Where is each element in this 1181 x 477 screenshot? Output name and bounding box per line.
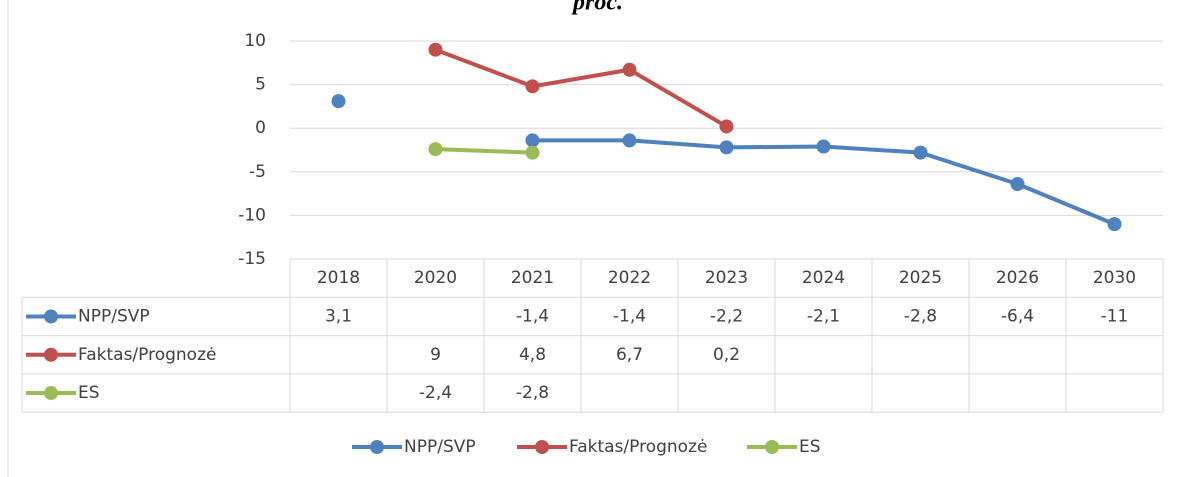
data-point [1107, 217, 1122, 232]
data-point [525, 79, 540, 94]
y-tick-label: 5 [255, 75, 266, 95]
x-tick-label: 2020 [414, 268, 457, 288]
y-tick-label: 0 [255, 118, 266, 138]
series-line [435, 147, 533, 155]
y-tick-label: -10 [238, 205, 266, 225]
data-point [816, 139, 831, 154]
x-tick-label: 2026 [996, 268, 1039, 288]
table-cell: 6,7 [616, 345, 643, 365]
data-point [331, 94, 346, 109]
legend-label: Faktas/Prognozė [569, 437, 707, 457]
data-point [719, 119, 734, 134]
legend-marker [44, 347, 58, 362]
chart-title: proc. [571, 0, 623, 16]
x-tick-label: 2025 [899, 268, 942, 288]
legend-marker [765, 440, 779, 454]
table-cell: -1,4 [516, 306, 549, 326]
legend-label: ES [799, 437, 821, 457]
series-line [434, 47, 728, 129]
legend-marker [44, 386, 58, 401]
data-point [525, 133, 540, 148]
table-cell: -11 [1101, 306, 1129, 326]
table-cell: 0,2 [713, 345, 740, 365]
data-point [719, 140, 734, 155]
data-point [1010, 177, 1025, 192]
legend-label: NPP/SVP [404, 437, 476, 457]
x-tick-label: 2018 [317, 268, 360, 288]
table-cell: -2,8 [516, 383, 549, 403]
y-tick-label: 10 [244, 31, 266, 51]
x-tick-label: 2022 [608, 268, 651, 288]
legend-marker [535, 440, 549, 454]
legend-marker [370, 440, 384, 454]
legend-marker [44, 309, 58, 324]
table-cell: 3,1 [325, 306, 352, 326]
x-tick-label: 2030 [1093, 268, 1136, 288]
table-row-label: ES [78, 383, 100, 403]
table-row-label: NPP/SVP [78, 306, 150, 326]
y-tick-label: -5 [249, 162, 266, 182]
y-tick-label: -15 [238, 249, 266, 269]
data-point [525, 145, 540, 160]
table-cell: -2,1 [807, 306, 840, 326]
table-cell: 9 [430, 345, 441, 365]
table-cell: -6,4 [1001, 306, 1034, 326]
data-point [622, 133, 637, 148]
table-cell: -2,4 [419, 383, 452, 403]
data-point [913, 145, 928, 160]
x-tick-label: 2021 [511, 268, 554, 288]
x-tick-label: 2023 [705, 268, 748, 288]
table-cell: -2,2 [710, 306, 743, 326]
table-cell: -2,8 [904, 306, 937, 326]
table-row-label: Faktas/Prognozė [78, 345, 216, 365]
data-point [428, 142, 443, 157]
table-cell: -1,4 [613, 306, 646, 326]
data-point [428, 42, 443, 57]
data-point [622, 62, 637, 77]
table-cell: 4,8 [519, 345, 546, 365]
x-tick-label: 2024 [802, 268, 845, 288]
